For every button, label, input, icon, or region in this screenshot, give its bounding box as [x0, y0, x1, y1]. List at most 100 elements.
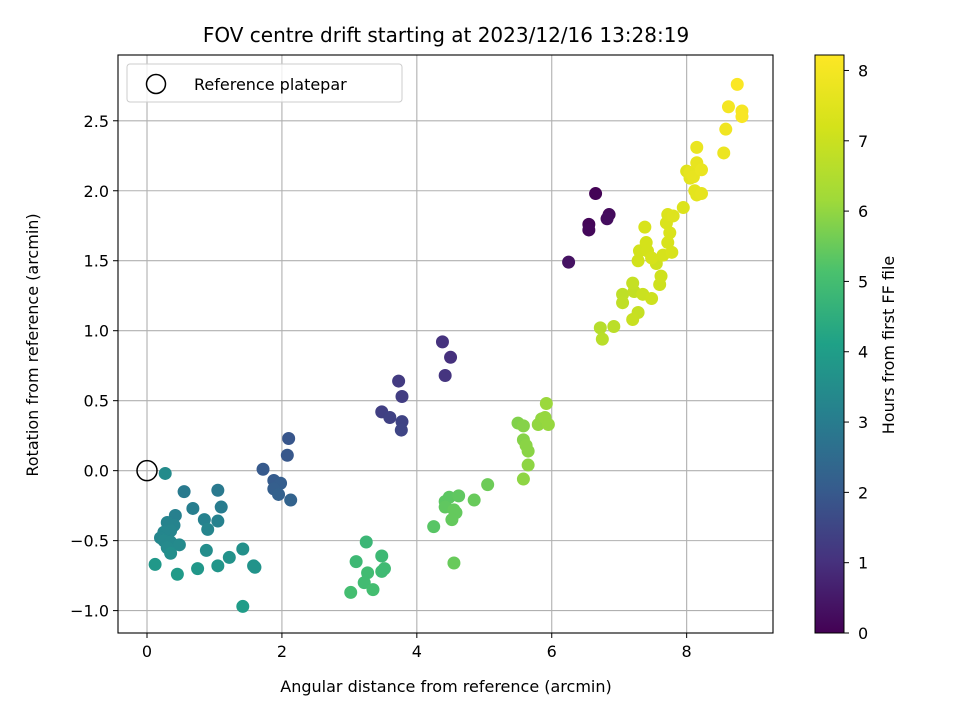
reference-marker: [136, 459, 158, 482]
data-point: [607, 320, 621, 334]
colorbar-tick-label: 1: [858, 554, 868, 573]
data-point: [521, 444, 535, 458]
x-axis-label: Angular distance from reference (arcmin): [280, 677, 611, 696]
data-point: [666, 209, 680, 223]
data-point: [452, 489, 466, 503]
legend: Reference platepar: [126, 63, 403, 103]
colorbar-tick-label: 3: [858, 413, 868, 432]
data-point: [676, 201, 690, 215]
data-point: [595, 332, 609, 346]
y-tick-label: −1.0: [70, 602, 109, 621]
data-point: [148, 557, 162, 571]
data-point: [516, 472, 530, 486]
x-tick-label: 4: [412, 642, 422, 661]
data-point: [256, 462, 270, 476]
data-point: [645, 292, 659, 306]
data-point: [631, 254, 645, 268]
data-point: [236, 542, 250, 556]
data-point: [395, 389, 409, 403]
data-point: [199, 543, 213, 557]
data-point: [645, 251, 659, 265]
y-axis-label: Rotation from reference (arcmin): [23, 213, 42, 476]
data-point: [541, 417, 555, 431]
data-point: [170, 567, 184, 581]
data-point: [282, 431, 296, 445]
colorbar-tick-label: 5: [858, 272, 868, 291]
y-tick-label: 1.5: [84, 252, 109, 271]
data-point: [211, 483, 225, 497]
y-tick-label: 2.0: [84, 182, 109, 201]
data-point: [626, 313, 640, 327]
x-tick-label: 6: [547, 642, 557, 661]
data-point: [359, 535, 373, 549]
plot-frame: [117, 54, 774, 634]
data-point: [600, 212, 614, 226]
data-point: [694, 163, 708, 177]
colorbar-label: Hours from first FF file: [879, 256, 898, 435]
data-point: [197, 513, 211, 527]
data-point: [516, 419, 530, 433]
data-point: [394, 423, 408, 437]
data-point: [392, 374, 406, 388]
data-point: [427, 520, 441, 534]
data-point: [211, 514, 225, 528]
colorbar-frame: [814, 54, 845, 634]
legend-marker: [145, 73, 167, 95]
data-point: [661, 236, 675, 250]
y-tick-label: 1.0: [84, 322, 109, 341]
data-point: [375, 564, 389, 578]
x-tick-label: 2: [277, 642, 287, 661]
data-point: [236, 599, 250, 613]
data-point: [383, 410, 397, 424]
data-point: [626, 276, 640, 290]
data-point: [361, 566, 375, 580]
y-tick-label: 0.5: [84, 392, 109, 411]
data-point: [654, 269, 668, 283]
data-point: [186, 501, 200, 515]
data-point: [694, 187, 708, 201]
data-point: [616, 296, 630, 310]
data-point: [357, 576, 371, 590]
data-point: [735, 110, 749, 124]
data-point: [539, 396, 553, 410]
data-point: [589, 187, 603, 201]
data-point: [730, 77, 744, 91]
colorbar-tick-label: 8: [858, 61, 868, 80]
colorbar-gradient: [815, 55, 844, 633]
data-point: [665, 245, 679, 259]
x-axis-ticks: 0 2 4 6 8: [142, 633, 692, 661]
colorbar-tick-label: 7: [858, 132, 868, 151]
colorbar-tick-label: 2: [858, 483, 868, 502]
reference-point: [136, 459, 158, 482]
data-point: [521, 458, 535, 472]
y-axis-ticks: −1.0 −0.5 0.0 0.5 1.0 1.5 2.0 2.5: [70, 112, 118, 621]
data-point: [248, 560, 262, 574]
data-point: [158, 466, 172, 480]
data-point: [445, 513, 459, 527]
x-tick-label: 0: [142, 642, 152, 661]
data-point: [375, 549, 389, 563]
chart-title: FOV centre drift starting at 2023/12/16 …: [203, 23, 689, 47]
data-point: [177, 485, 191, 499]
colorbar-tick-label: 6: [858, 202, 868, 221]
data-point: [717, 146, 731, 160]
legend-box: [126, 63, 403, 103]
colorbar: 0 1 2 3 4 5 6 7 8 Hours from first FF file: [814, 54, 898, 643]
data-point: [481, 478, 495, 492]
grid-lines: [118, 55, 773, 633]
data-point: [447, 556, 461, 570]
data-points: [148, 77, 749, 613]
colorbar-ticks: 0 1 2 3 4 5 6 7 8: [844, 61, 868, 643]
data-point: [222, 550, 236, 564]
colorbar-tick-label: 4: [858, 343, 868, 362]
data-point: [164, 546, 178, 560]
data-point: [344, 585, 358, 599]
data-point: [582, 223, 596, 237]
data-point: [211, 559, 225, 573]
data-point: [172, 538, 186, 552]
data-point: [349, 555, 363, 569]
data-point: [562, 255, 576, 269]
y-tick-label: 2.5: [84, 112, 109, 131]
data-point: [593, 321, 607, 335]
